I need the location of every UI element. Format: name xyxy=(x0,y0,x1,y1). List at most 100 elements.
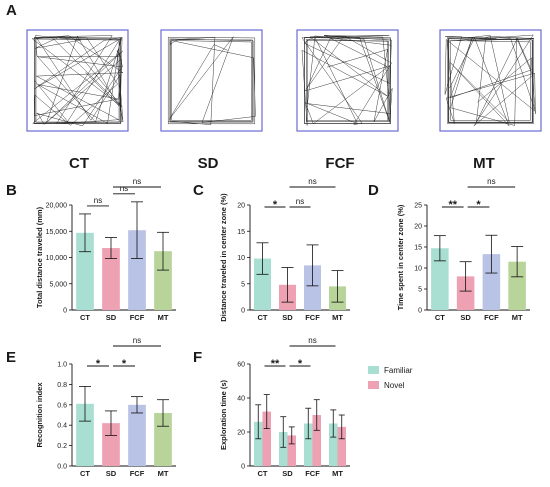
track-panel-ct xyxy=(26,29,129,132)
track-path xyxy=(444,34,536,127)
y-axis-label: Exploration time (s) xyxy=(219,379,228,450)
x-tick-label: FCF xyxy=(130,313,145,322)
y-tick-label: 15 xyxy=(414,245,422,252)
bar-fcf xyxy=(128,230,146,310)
bar-familiar-sd xyxy=(279,432,288,466)
track-labels: CT SD FCF MT xyxy=(69,155,495,172)
significance-label: ** xyxy=(448,199,457,211)
track-panel-sd xyxy=(160,29,263,132)
track-panel-fcf xyxy=(296,29,399,132)
track-perimeter-path xyxy=(167,36,256,125)
track-panels xyxy=(26,29,542,132)
y-axis-label: Time spent in center zone (%) xyxy=(396,204,405,310)
y-tick-label: 5,000 xyxy=(49,281,67,288)
y-tick-label: 0.4 xyxy=(57,423,67,430)
panel-letter-e: E xyxy=(6,349,16,366)
x-tick-label: CT xyxy=(80,469,90,478)
y-tick-label: 10,000 xyxy=(46,255,68,262)
bar-novel-fcf xyxy=(312,415,321,466)
legend-swatch-novel xyxy=(368,381,379,389)
x-tick-label: SD xyxy=(106,313,117,322)
x-tick-label: MT xyxy=(512,313,523,322)
panel-letter-b: B xyxy=(6,182,17,199)
y-tick-label: 0 xyxy=(63,308,67,315)
track-label-ct: CT xyxy=(69,155,89,172)
x-tick-label: MT xyxy=(158,313,169,322)
panel-letter-c: C xyxy=(193,182,204,199)
bar-fcf xyxy=(304,265,321,310)
bar-novel-ct xyxy=(262,411,271,466)
significance-label: ns xyxy=(487,177,495,186)
bar-mt xyxy=(154,251,172,310)
y-axis-label: Recognition index xyxy=(35,382,44,448)
legend-swatch-familiar xyxy=(368,366,379,374)
significance-label: ns xyxy=(133,336,141,345)
bar-sd xyxy=(102,423,120,466)
panel-letter-a: A xyxy=(6,2,17,19)
y-tick-label: 0.2 xyxy=(57,443,67,450)
y-tick-label: 15 xyxy=(237,229,245,236)
bar-familiar-ct xyxy=(254,421,263,466)
x-tick-label: CT xyxy=(435,313,445,322)
track-frame xyxy=(439,29,542,132)
y-tick-label: 60 xyxy=(237,362,245,369)
x-tick-label: FCF xyxy=(305,469,320,478)
bar-fcf xyxy=(128,404,146,466)
y-tick-label: 0 xyxy=(418,308,422,315)
bar-sd xyxy=(456,276,475,310)
y-tick-label: 20 xyxy=(237,430,245,437)
significance-label: ** xyxy=(271,358,280,370)
chart-d: 0 5 10 15 20 25 Time spent in center zone (%) C… xyxy=(396,177,530,322)
track-perimeter-path xyxy=(304,37,391,124)
x-tick-label: MT xyxy=(332,313,343,322)
significance-label: ns xyxy=(308,336,316,345)
track-path xyxy=(168,36,256,125)
bar-mt xyxy=(508,261,526,310)
y-tick-label: 5 xyxy=(418,287,422,294)
x-tick-label: FCF xyxy=(484,313,499,322)
significance-label: * xyxy=(298,358,303,370)
y-tick-label: 10 xyxy=(237,255,245,262)
y-axis-label: Total distance traveled (mm) xyxy=(35,206,44,308)
x-tick-label: CT xyxy=(258,469,268,478)
panel-letter-d: D xyxy=(368,182,379,199)
track-path xyxy=(301,35,393,126)
y-tick-label: 40 xyxy=(237,396,245,403)
x-tick-label: SD xyxy=(106,469,117,478)
bar-ct xyxy=(431,248,449,310)
bar-fcf xyxy=(482,254,501,310)
x-tick-label: SD xyxy=(282,313,293,322)
significance-label: ns xyxy=(296,197,304,206)
chart-e: 0.0 0.2 0.4 0.6 0.8 1.0 Recognition index CT SD F… xyxy=(35,336,176,478)
chart-c: 0 5 10 15 20 Distance traveled in center zone… xyxy=(219,177,350,322)
x-tick-label: CT xyxy=(80,313,90,322)
legend-label-familiar: Familiar xyxy=(384,366,413,375)
track-label-fcf: FCF xyxy=(325,155,354,172)
y-tick-label: 20 xyxy=(414,224,422,231)
x-tick-label: SD xyxy=(460,313,471,322)
significance-label: ns xyxy=(308,177,316,186)
y-tick-label: 0.8 xyxy=(57,382,67,389)
x-tick-label: CT xyxy=(258,313,268,322)
x-tick-label: FCF xyxy=(130,469,145,478)
bar-novel-mt xyxy=(337,426,346,466)
significance-label: ns xyxy=(133,177,141,186)
bar-ct xyxy=(254,258,271,310)
panel-letter-f: F xyxy=(193,349,202,366)
track-frame xyxy=(160,29,263,132)
track-frame xyxy=(296,29,399,132)
bar-familiar-fcf xyxy=(304,423,313,466)
significance-label: * xyxy=(273,199,278,211)
y-tick-label: 20 xyxy=(237,203,245,210)
bar-sd xyxy=(102,248,120,310)
significance-label: ns xyxy=(120,184,128,193)
y-tick-label: 0 xyxy=(241,464,245,471)
bar-novel-sd xyxy=(287,435,296,466)
y-tick-label: 20,000 xyxy=(46,203,68,210)
significance-label: ns xyxy=(94,196,102,205)
x-tick-label: MT xyxy=(158,469,169,478)
track-perimeter-path xyxy=(447,37,534,124)
y-axis-label: Distance traveled in center zone (%) xyxy=(219,193,228,322)
